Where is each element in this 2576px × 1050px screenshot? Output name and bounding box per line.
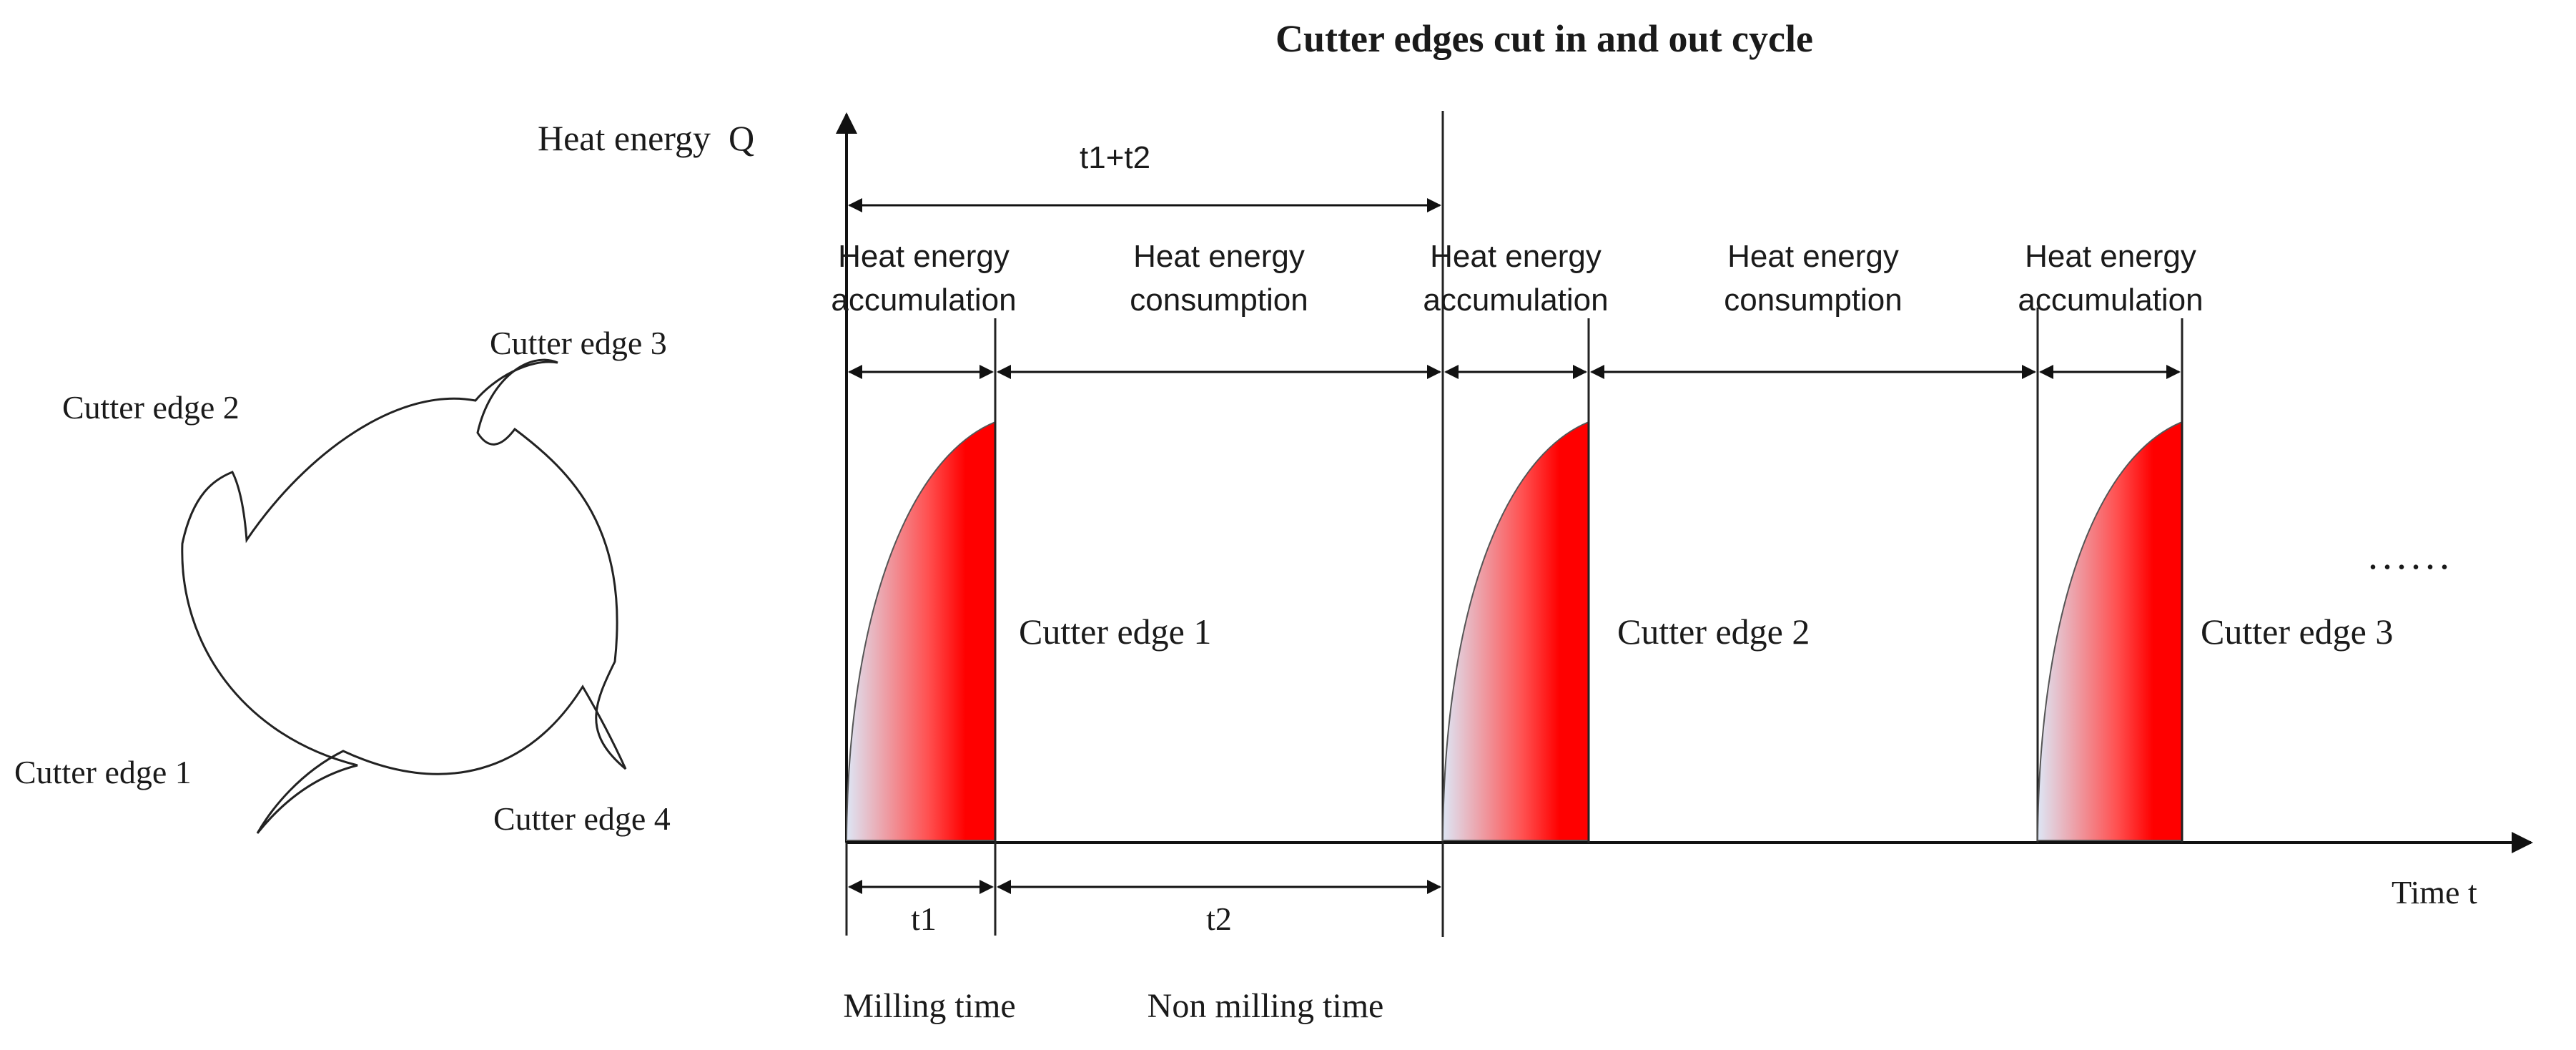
y-axis-label: Heat energy Q: [538, 118, 754, 158]
heat-pulse-2: [1441, 421, 1589, 841]
cutter-shape: [181, 358, 627, 834]
svg-text:Heat energy: Heat energy: [1430, 239, 1602, 274]
cutter-edge-1-label: Cutter edge 1: [14, 754, 192, 790]
heat-pulse-1: [845, 421, 996, 841]
phase-label-accumulation-3: Heat energy accumulation: [2018, 239, 2203, 318]
pulse-label-2: Cutter edge 2: [1617, 612, 1810, 652]
phase-label-consumption-2: Heat energy consumption: [1724, 239, 1902, 318]
svg-text:consumption: consumption: [1724, 283, 1902, 318]
milling-time-label: Milling time: [843, 987, 1015, 1025]
x-axis-label: Time t: [2392, 874, 2477, 911]
cutter-edge-3-label: Cutter edge 3: [490, 325, 667, 361]
pulse-label-1: Cutter edge 1: [1019, 612, 1211, 652]
heat-pulse-3: [2036, 421, 2183, 841]
phase-label-accumulation-1: Heat energy accumulation: [831, 239, 1016, 318]
phase-label-consumption-1: Heat energy consumption: [1130, 239, 1308, 318]
svg-text:Heat energy: Heat energy: [2025, 239, 2196, 274]
continuation-ellipsis: ......: [2368, 534, 2454, 578]
cutter-edge-4-label: Cutter edge 4: [493, 800, 671, 837]
svg-text:consumption: consumption: [1130, 283, 1308, 318]
svg-text:accumulation: accumulation: [2018, 283, 2203, 318]
non-milling-time-label: Non milling time: [1148, 987, 1384, 1025]
svg-text:Heat energy: Heat energy: [1727, 239, 1899, 274]
cutter-edge-2-label: Cutter edge 2: [62, 389, 240, 426]
cycle-period-label: t1+t2: [1080, 140, 1150, 175]
svg-text:accumulation: accumulation: [1423, 283, 1608, 318]
t2-label: t2: [1206, 901, 1232, 937]
phase-label-accumulation-2: Heat energy accumulation: [1423, 239, 1608, 318]
diagram-title: Cutter edges cut in and out cycle: [1275, 17, 1813, 60]
t1-label: t1: [911, 901, 937, 937]
svg-text:accumulation: accumulation: [831, 283, 1016, 318]
svg-text:Heat energy: Heat energy: [838, 239, 1010, 274]
pulse-label-3: Cutter edge 3: [2201, 612, 2393, 652]
svg-text:Heat energy: Heat energy: [1133, 239, 1305, 274]
